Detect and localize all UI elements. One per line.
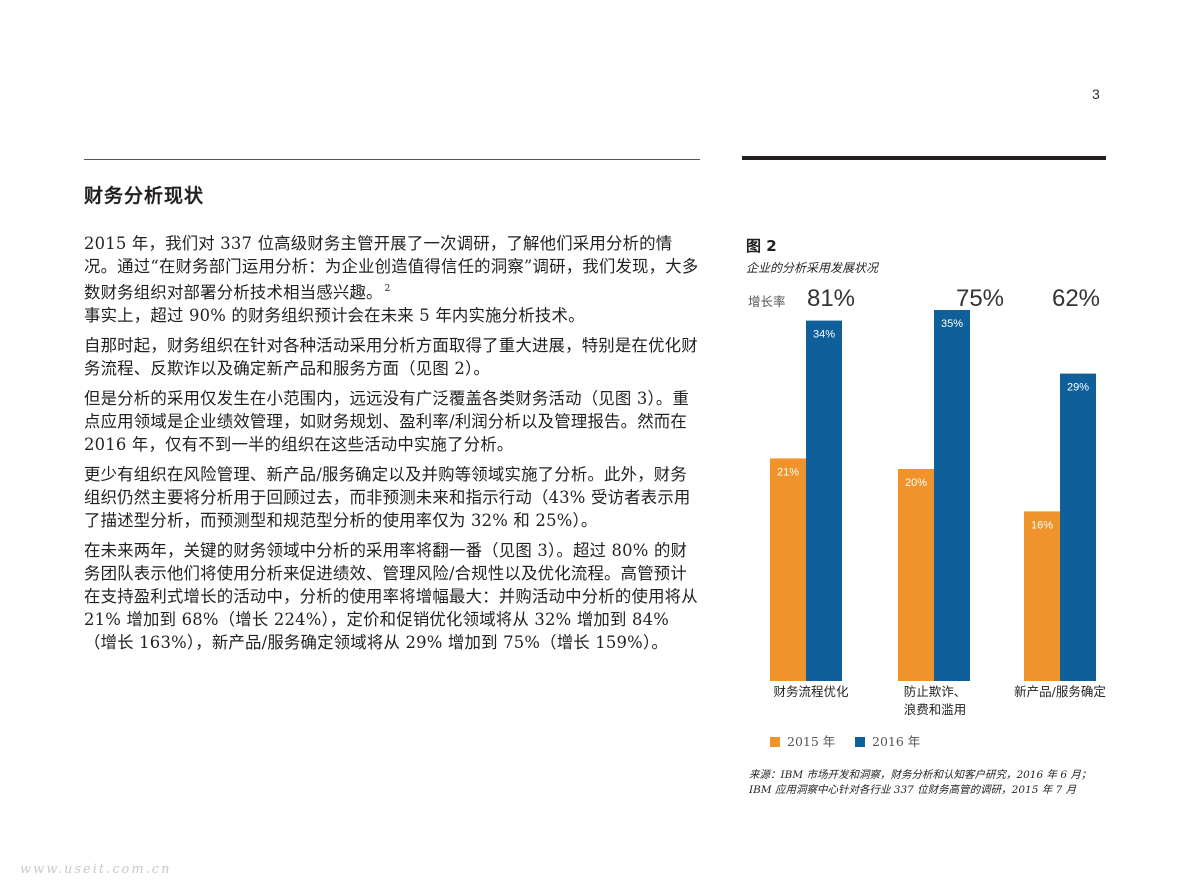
category-label: 浪费和滥用 xyxy=(904,702,967,717)
paragraph: 在未来两年，关键的财务领域中分析的采用率将翻一番（见图 3）。超过 80% 的财… xyxy=(84,541,698,652)
adoption-bar-chart: 21% 34% 财务流程优化 20% 35% 防止欺诈、浪费和滥用 16% 29% 新产品/服务… xyxy=(770,310,1106,717)
bar-2016-1 xyxy=(806,320,842,681)
figure-label: 图 2 xyxy=(746,237,777,255)
bar-value-label: 34% xyxy=(813,329,835,341)
legend-item-2016: 2016 年 xyxy=(855,731,920,750)
body-text: 2015 年，我们对 337 位高级财务主管开展了一次调研，了解他们采用分析的情… xyxy=(84,232,700,661)
watermark: www.useit.com.cn xyxy=(20,862,172,877)
bar-value-label: 20% xyxy=(905,477,927,489)
category-label: 新产品/服务确定 xyxy=(1014,684,1106,699)
paragraph: 但是分析的采用仅发生在小范围内，远远没有广泛覆盖各类财务活动（见图 3）。重点应… xyxy=(84,389,690,454)
bar-2015-1 xyxy=(770,458,806,681)
section-title: 财务分析现状 xyxy=(84,185,205,207)
growth-rate-value: 75% xyxy=(955,285,1005,312)
growth-rate-value: 62% xyxy=(1051,285,1101,312)
figure-caption: 企业的分析采用发展状况 xyxy=(746,261,879,275)
bar-value-label: 29% xyxy=(1067,382,1089,394)
bar-value-label: 35% xyxy=(941,318,963,330)
bar-value-label: 21% xyxy=(777,466,799,478)
category-label: 防止欺诈、 xyxy=(904,684,967,699)
footnote-ref[interactable]: 2 xyxy=(384,284,391,294)
paragraph: 自那时起，财务组织在针对各种活动采用分析方面取得了重大进展，特别是在优化财务流程… xyxy=(84,336,698,378)
legend-swatch-2016 xyxy=(855,737,865,747)
growth-rate-value: 81% xyxy=(806,285,856,312)
sidebar-divider xyxy=(742,156,1106,160)
bar-2016-3 xyxy=(1060,373,1096,681)
paragraph: 2015 年，我们对 337 位高级财务主管开展了一次调研，了解他们采用分析的情… xyxy=(84,234,699,325)
legend-item-2015: 2015 年 xyxy=(770,731,835,750)
bar-2016-2 xyxy=(934,310,970,681)
figure-source: 来源：IBM 市场开发和洞察，财务分析和认知客户研究，2016 年 6 月；IB… xyxy=(749,769,1092,796)
section-divider xyxy=(84,159,700,160)
bar-2015-3 xyxy=(1024,511,1060,681)
bar-value-label: 16% xyxy=(1031,519,1053,531)
growth-rate-label: 增长率 xyxy=(748,294,786,309)
paragraph: 更少有组织在风险管理、新产品/服务确定以及并购等领域实施了分析。此外，财务组织仍… xyxy=(84,465,691,530)
bar-2015-2 xyxy=(898,469,934,681)
category-label: 财务流程优化 xyxy=(773,684,849,699)
page-number: 3 xyxy=(1092,86,1100,102)
legend-swatch-2015 xyxy=(770,737,780,747)
